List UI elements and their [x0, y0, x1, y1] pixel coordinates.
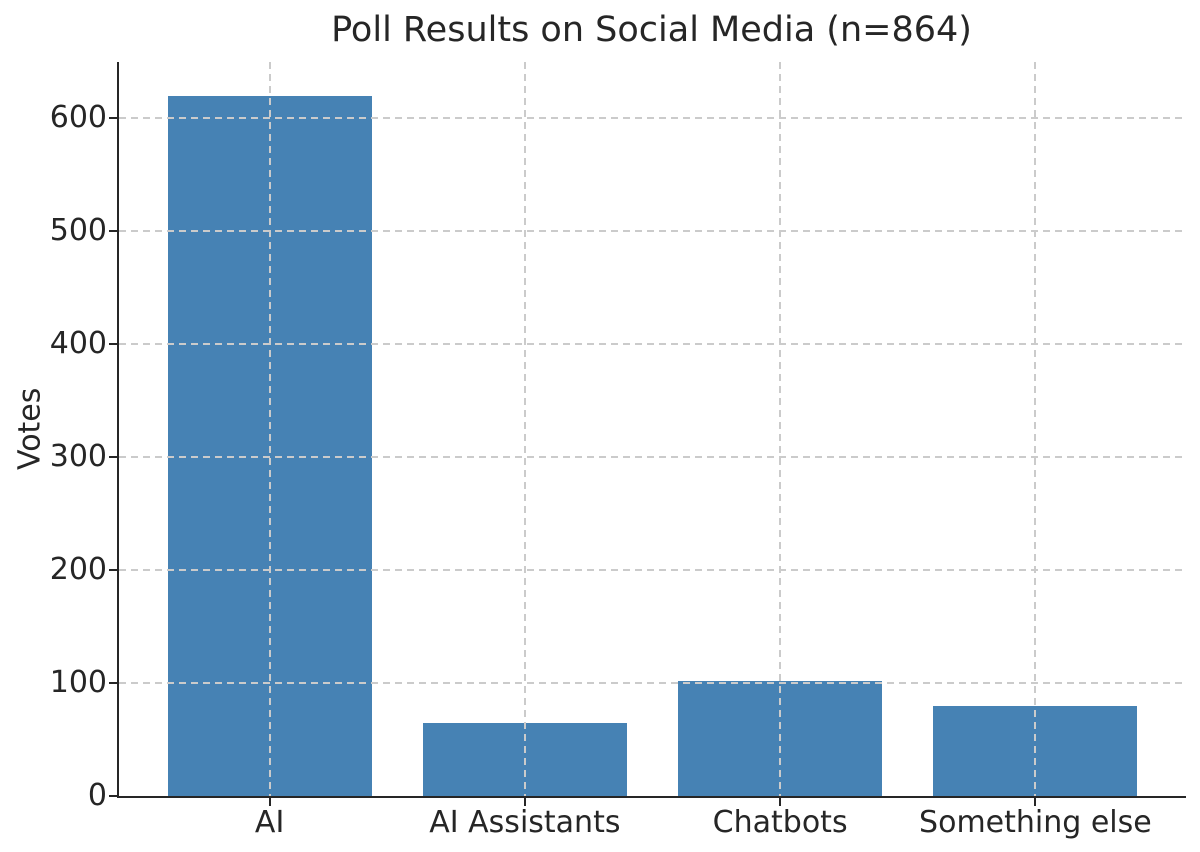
- h-gridline: [119, 682, 1186, 685]
- h-gridline: [119, 343, 1186, 346]
- y-tick-mark: [109, 682, 117, 685]
- h-gridline: [119, 569, 1186, 572]
- x-tick-label-ai-assistants: AI Assistants: [429, 805, 621, 840]
- y-tick-label: 0: [87, 778, 107, 813]
- x-tick-label-chatbots: Chatbots: [712, 805, 848, 840]
- x-tick-label-something-else: Something else: [919, 805, 1152, 840]
- x-tick-mark: [779, 798, 782, 806]
- v-gridline: [1034, 62, 1037, 796]
- v-gridline: [779, 62, 782, 796]
- y-tick-label: 600: [49, 100, 107, 136]
- y-tick-label: 300: [49, 439, 107, 475]
- x-tick-mark: [1034, 798, 1037, 806]
- v-gridline: [268, 62, 271, 796]
- y-tick-label: 400: [49, 326, 107, 362]
- chart-title: Poll Results on Social Media (n=864): [331, 10, 972, 50]
- y-tick-mark: [109, 230, 117, 233]
- y-tick-mark: [109, 569, 117, 572]
- x-tick-label-ai: AI: [254, 805, 285, 840]
- plot-area: 0 100 200 300 400 500 600 AI AI Assistants Chatbo…: [50, 62, 1186, 840]
- y-tick-label: 100: [49, 665, 107, 701]
- x-tick-mark: [268, 798, 271, 806]
- y-tick-mark: [109, 343, 117, 346]
- h-gridline: [119, 230, 1186, 233]
- y-tick-label: 200: [49, 552, 107, 588]
- y-tick-label: 500: [49, 213, 107, 249]
- x-tick-mark: [523, 798, 526, 806]
- v-gridline: [523, 62, 526, 796]
- h-gridline: [119, 117, 1186, 120]
- h-gridline: [119, 456, 1186, 459]
- y-tick-mark: [109, 117, 117, 120]
- y-tick-mark: [109, 456, 117, 459]
- y-tick-mark: [109, 795, 117, 797]
